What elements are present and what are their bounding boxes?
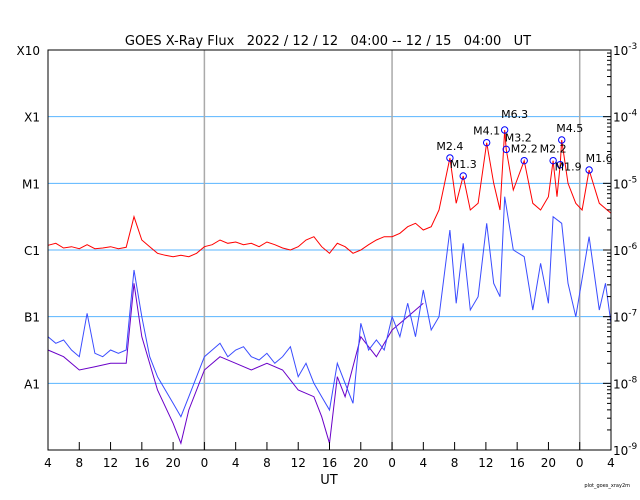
chart-title: GOES X-Ray Flux 2022 / 12 / 12 04:00 -- … <box>125 34 531 49</box>
left-class-label: X1 <box>24 111 40 125</box>
left-class-label: X10 <box>17 44 41 58</box>
x-tick-label: 20 <box>353 456 368 470</box>
flare-label: M6.3 <box>501 108 528 121</box>
flare-marker <box>446 154 454 162</box>
right-flux-label: 10-5 <box>613 175 637 191</box>
x-tick-label: 20 <box>541 456 556 470</box>
flare-label: M1.6 <box>586 152 613 165</box>
x-tick-label: 0 <box>388 456 396 470</box>
flare-label: M1.9 <box>555 161 582 174</box>
right-flux-label: 10-4 <box>613 109 638 125</box>
x-tick-label: 0 <box>576 456 584 470</box>
x-tick-label: 8 <box>451 456 459 470</box>
series-line-long <box>47 129 612 258</box>
left-class-label: A1 <box>24 377 40 391</box>
x-tick-label: 20 <box>165 456 180 470</box>
left-class-label: C1 <box>24 244 40 258</box>
flare-marker <box>549 156 557 165</box>
series-line-short <box>47 196 612 418</box>
x-tick-label: 16 <box>510 456 525 470</box>
x-tick-label: 8 <box>75 456 83 470</box>
flare-marker <box>482 138 491 147</box>
series-layer <box>47 129 612 445</box>
flare-label: M2.4 <box>436 140 463 153</box>
x-tick-label: 12 <box>291 456 306 470</box>
flare-markers: M2.4M1.3M4.1M6.3M3.2M2.2 M2.2M1.9M4.5M1.6 <box>436 108 613 180</box>
x-tick-label: 12 <box>478 456 493 470</box>
x-tick-label: 8 <box>263 456 271 470</box>
right-flux-label: 10-9 <box>613 442 638 458</box>
x-tick-label: 4 <box>232 456 240 470</box>
left-class-label: M1 <box>22 177 40 191</box>
flare-label: M3.2 <box>505 131 532 144</box>
x-tick-label: 16 <box>322 456 337 470</box>
right-flux-label: 10-8 <box>613 375 638 391</box>
flare-label: M2.2 <box>511 143 538 156</box>
flare-marker <box>556 160 564 169</box>
footer-label: plot_goes_xray2m <box>584 483 630 489</box>
axes: 4 8 12 16 20 0 4 8 12 16 20 0 4 8 12 16 20 0 4 X10 X1 M1 C1 B1 A… <box>17 42 638 470</box>
flare-marker <box>558 136 566 144</box>
x-tick-label: 12 <box>103 456 118 470</box>
right-flux-label: 10-7 <box>613 309 637 325</box>
flare-marker <box>500 126 509 134</box>
right-flux-label: 10-6 <box>613 242 638 258</box>
flare-label: M4.5 <box>556 122 583 135</box>
flare-marker <box>585 166 593 174</box>
flare-label: M1.3 <box>450 158 477 171</box>
x-tick-label: 16 <box>134 456 149 470</box>
x-tick-label: 4 <box>420 456 428 470</box>
x-tick-label: 0 <box>201 456 209 470</box>
right-flux-label: 10-3 <box>613 42 637 58</box>
series-line-short-secondary- <box>47 283 424 445</box>
flare-label: M4.1 <box>473 125 500 138</box>
flare-marker <box>520 156 528 165</box>
flare-label: M2.2 <box>540 143 567 156</box>
x-axis-label: UT <box>320 473 338 488</box>
flare-marker <box>502 145 510 154</box>
x-tick-label: 4 <box>44 456 52 470</box>
x-tick-label: 4 <box>607 456 615 470</box>
flare-marker <box>459 172 467 180</box>
left-class-label: B1 <box>24 311 40 325</box>
